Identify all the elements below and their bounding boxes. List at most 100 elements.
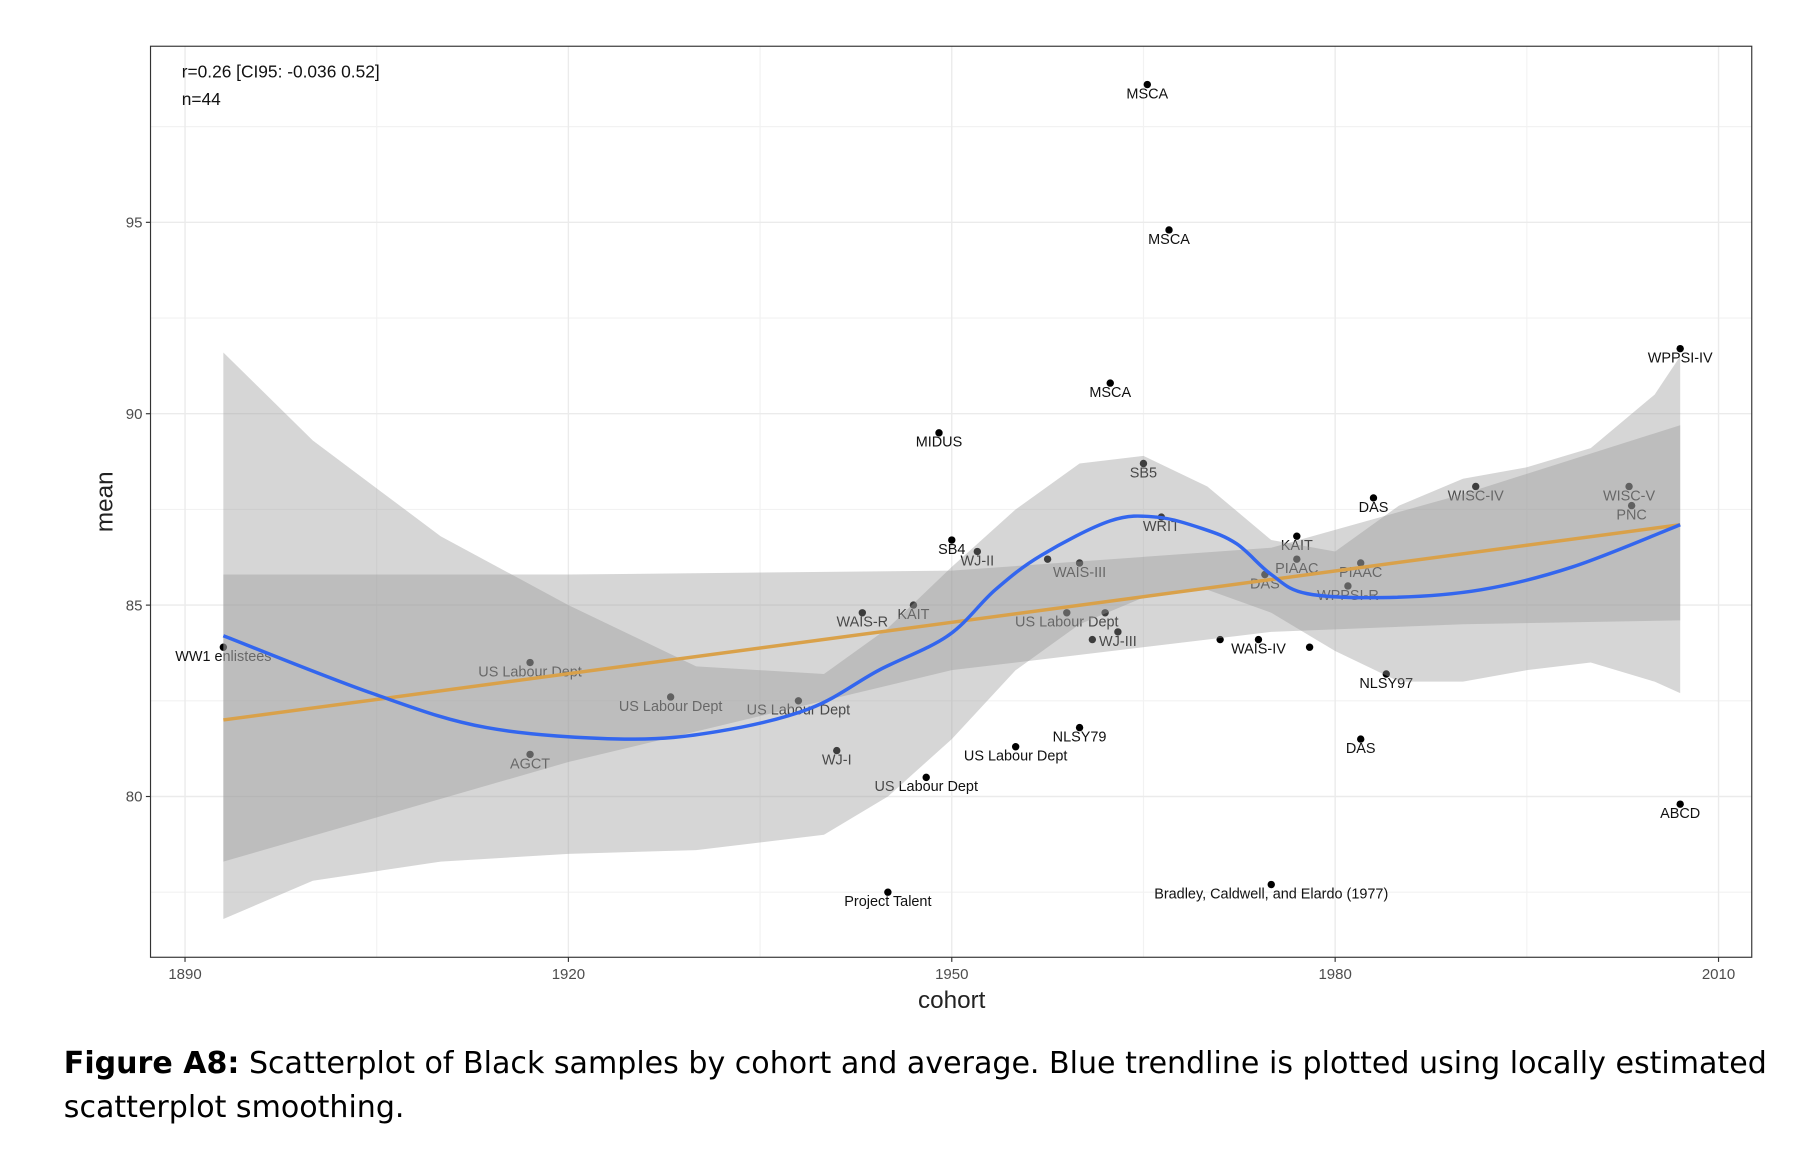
linear-confidence-band xyxy=(223,425,1681,862)
data-point xyxy=(1472,482,1480,491)
point-label: MSCA xyxy=(1126,86,1168,102)
data-point xyxy=(1293,555,1301,563)
linear-trend-line xyxy=(223,523,1681,722)
data-point xyxy=(1254,635,1263,644)
data-point xyxy=(833,746,841,755)
point-label: WW1 enlistees xyxy=(175,649,271,665)
data-point xyxy=(666,693,675,701)
y-tick-label: 95 xyxy=(126,215,143,232)
caption-text: Scatterplot of Black samples by cohort a… xyxy=(249,1046,1767,1081)
point-label: WRIT xyxy=(1143,519,1180,535)
data-point xyxy=(1625,482,1633,491)
point-label: Project Talent xyxy=(844,894,931,910)
data-point xyxy=(909,601,918,609)
point-label: MIDUS xyxy=(916,435,963,451)
data-point xyxy=(948,536,956,544)
data-point xyxy=(1139,459,1148,468)
data-point xyxy=(1165,226,1173,234)
x-axis-title: cohort xyxy=(918,987,986,1014)
data-point xyxy=(1627,501,1636,510)
data-point xyxy=(1101,609,1109,617)
x-tick-label: 1920 xyxy=(552,966,585,983)
figure-label: Figure A8: xyxy=(64,1046,240,1081)
y-tick-label: 90 xyxy=(126,406,143,423)
data-point xyxy=(1293,532,1301,540)
point-label: NLSY97 xyxy=(1359,676,1413,692)
data-point xyxy=(1267,880,1275,889)
data-point xyxy=(1382,670,1390,678)
point-label: WAIS-R xyxy=(837,615,889,631)
x-tick-label: 2010 xyxy=(1702,966,1735,983)
x-tick-label: 1890 xyxy=(168,966,201,983)
data-point xyxy=(858,609,867,617)
data-point xyxy=(1075,559,1084,567)
data-point xyxy=(1143,80,1151,89)
data-point xyxy=(526,658,534,667)
x-tick-label: 1980 xyxy=(1318,966,1351,983)
data-point xyxy=(1357,735,1365,743)
point-label: SB5 xyxy=(1130,465,1157,481)
panel-border xyxy=(149,45,1753,958)
data-point xyxy=(1357,559,1365,567)
data-point xyxy=(1344,582,1352,590)
point-label: WISC-V xyxy=(1603,488,1656,504)
point-label: DAS xyxy=(1346,741,1376,757)
data-point xyxy=(1369,494,1378,502)
data-point xyxy=(1114,628,1122,636)
point-label: SB4 xyxy=(938,542,965,558)
point-label: US Labour Dept xyxy=(619,699,723,715)
point-label: WJ-II xyxy=(960,553,994,569)
data-point xyxy=(526,750,534,759)
loess-confidence-band xyxy=(223,352,1681,919)
data-point xyxy=(1075,723,1084,732)
point-label: DAS xyxy=(1359,500,1389,516)
y-axis-title: mean xyxy=(91,471,118,532)
point-label: AGCT xyxy=(510,756,550,772)
confidence-bands xyxy=(223,352,1681,919)
point-label: US Labour Dept xyxy=(747,703,851,719)
point-label: NLSY79 xyxy=(1053,729,1107,745)
point-label: US Labour Dept xyxy=(874,779,978,795)
n-annotation: n=44 xyxy=(182,89,221,109)
x-tick-label: 1950 xyxy=(935,966,968,983)
point-label: US Labour Dept xyxy=(964,749,1068,765)
y-tick-label: 80 xyxy=(126,789,143,806)
point-label: WAIS-III xyxy=(1053,565,1106,581)
data-point xyxy=(884,888,892,896)
figure-caption-line-1: Figure A8: Scatterplot of Black samples … xyxy=(64,1046,1767,1081)
data-point xyxy=(1011,743,1020,751)
data-point xyxy=(1676,800,1684,808)
gridlines xyxy=(150,46,1752,958)
data-point xyxy=(1676,344,1684,353)
point-labels: WW1 enlistees US Labour Dept AGCT US Labour… xyxy=(175,86,1713,910)
trend-lines xyxy=(222,514,1681,741)
data-point xyxy=(922,773,930,782)
point-label: WAIS-IV xyxy=(1231,641,1286,657)
data-point xyxy=(794,697,803,705)
data-point xyxy=(1106,379,1114,387)
data-point xyxy=(973,547,982,556)
data-point xyxy=(1063,609,1071,617)
data-point xyxy=(1043,555,1052,563)
point-label: ABCD xyxy=(1660,806,1700,822)
point-label: US Labour Dept xyxy=(1015,615,1119,631)
point-label: WISC-IV xyxy=(1448,488,1505,504)
point-label: WJ-III xyxy=(1099,634,1137,650)
correlation-annotation: r=0.26 [CI95: -0.036 0.52] xyxy=(182,61,380,81)
point-label: KAIT xyxy=(1281,538,1313,554)
point-label: MSCA xyxy=(1148,232,1190,248)
data-point xyxy=(1305,643,1314,651)
point-label: MSCA xyxy=(1089,385,1131,401)
axis-ticks: 1890 1920 1950 1980 2010 80 85 90 95 xyxy=(126,215,1736,984)
data-point xyxy=(1088,635,1097,644)
y-tick-label: 85 xyxy=(126,597,143,614)
point-label: PNC xyxy=(1616,507,1646,523)
data-points xyxy=(219,80,1684,896)
point-label: Bradley, Caldwell, and Elardo (1977) xyxy=(1154,886,1388,902)
figure-caption-line-2: scatterplot smoothing. xyxy=(64,1090,405,1125)
data-point xyxy=(1216,635,1224,644)
point-label: WJ-I xyxy=(822,752,852,768)
data-point xyxy=(219,643,228,651)
loess-trend-line xyxy=(222,514,1681,741)
